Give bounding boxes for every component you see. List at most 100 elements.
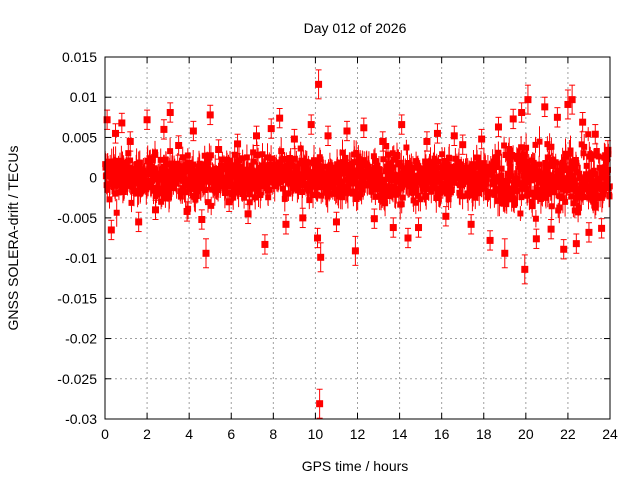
point-marker (572, 240, 580, 248)
point-marker (135, 218, 143, 226)
point-marker (509, 115, 517, 123)
point-marker (585, 228, 593, 236)
data-point (398, 114, 406, 135)
data-point (415, 217, 423, 238)
data-point (509, 108, 517, 130)
point-marker (316, 400, 324, 408)
point-marker (494, 123, 502, 131)
point-marker (343, 127, 351, 135)
data-point (107, 219, 115, 241)
data-point (494, 116, 502, 138)
point-marker (351, 247, 359, 255)
point-marker (189, 127, 197, 135)
data-point (478, 128, 486, 150)
x-tick-label: 16 (434, 426, 450, 442)
data-point (126, 131, 134, 152)
point-marker (253, 132, 260, 140)
point-marker (215, 146, 223, 154)
y-tick-label: -0.025 (57, 371, 97, 387)
data-point (166, 102, 174, 123)
point-marker (398, 121, 406, 129)
point-marker (360, 124, 368, 132)
point-marker (332, 218, 340, 226)
data-point (379, 131, 387, 152)
point-marker (152, 206, 159, 214)
x-tick-label: 8 (269, 426, 277, 442)
data-point (459, 134, 467, 155)
data-point (282, 214, 290, 235)
point-marker (244, 210, 252, 218)
point-marker (404, 234, 412, 242)
data-point (547, 218, 555, 240)
data-point (501, 238, 509, 269)
point-marker (143, 116, 151, 124)
point-marker (267, 125, 275, 133)
x-axis-title: GPS time / hours (302, 458, 409, 474)
point-marker (521, 265, 529, 273)
point-marker (433, 129, 441, 137)
point-marker (415, 224, 423, 232)
point-marker (324, 132, 332, 140)
point-marker (591, 130, 599, 138)
data-point (290, 128, 298, 150)
data-point (568, 84, 576, 115)
data-point (202, 238, 210, 269)
y-tick-label: -0.005 (57, 210, 97, 226)
point-marker (486, 236, 494, 244)
x-tick-label: 2 (143, 426, 151, 442)
data-point (160, 119, 168, 140)
y-tick-label: 0.005 (62, 129, 97, 145)
data-point (343, 120, 351, 142)
point-marker (202, 249, 210, 257)
x-tick-label: 0 (101, 426, 109, 442)
data-point (518, 102, 526, 123)
point-marker (560, 245, 568, 253)
data-point (598, 218, 606, 239)
point-marker (423, 137, 431, 145)
point-marker (282, 220, 290, 228)
point-marker (103, 116, 111, 124)
point-marker (118, 119, 126, 127)
x-tick-label: 10 (308, 426, 324, 442)
data-point (404, 227, 412, 249)
data-point (541, 96, 549, 118)
x-tick-label: 14 (392, 426, 408, 442)
data-point (524, 84, 532, 115)
point-marker (198, 215, 206, 223)
y-tick-label: -0.01 (65, 250, 97, 266)
data-point (234, 133, 242, 155)
y-tick-label: -0.02 (65, 331, 97, 347)
point-marker (459, 141, 467, 149)
data-point (585, 222, 593, 243)
data-point (370, 208, 378, 229)
point-marker (261, 240, 269, 248)
data-point (299, 207, 307, 229)
point-marker (564, 100, 572, 108)
data-point (572, 233, 580, 254)
point-marker (532, 235, 540, 243)
chart-title: Day 012 of 2026 (304, 20, 407, 36)
x-axis-ticks: 0 2 4 6 8 10 12 14 16 18 20 22 24 (101, 57, 618, 442)
point-marker (598, 224, 606, 232)
data-point (215, 139, 223, 160)
data-point (225, 191, 233, 212)
point-marker (234, 140, 242, 148)
point-marker (553, 113, 561, 121)
point-marker (379, 137, 387, 145)
y-tick-label: -0.03 (65, 411, 97, 427)
point-marker (126, 137, 134, 145)
point-marker (276, 114, 284, 122)
point-marker (175, 141, 183, 149)
point-marker (315, 80, 323, 88)
data-point (332, 211, 340, 233)
data-point (316, 388, 324, 419)
data-point (189, 120, 197, 142)
point-marker (314, 234, 322, 242)
data-point (351, 235, 359, 266)
point-marker (450, 132, 458, 140)
data-point (183, 201, 191, 222)
data-point (276, 107, 284, 129)
point-marker (370, 215, 378, 223)
data-point (315, 69, 323, 100)
